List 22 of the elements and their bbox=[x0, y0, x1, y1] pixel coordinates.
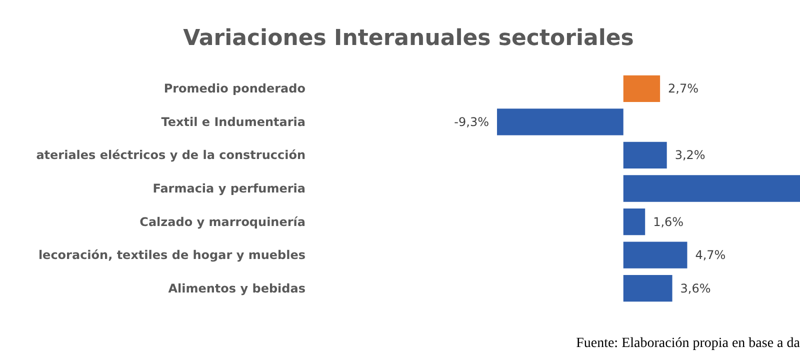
bar bbox=[623, 275, 672, 302]
data-label: 3,2% bbox=[674, 148, 706, 162]
source-note: Fuente: Elaboración propia en base a da bbox=[576, 336, 800, 351]
y-tick-label: Textil e Indumentaria bbox=[161, 114, 306, 129]
data-label: 3,6% bbox=[680, 281, 711, 296]
chart-title: Variaciones Interanuales sectoriales bbox=[183, 26, 634, 51]
bar bbox=[623, 75, 660, 102]
y-tick-label: Alimentos y bebidas bbox=[168, 281, 306, 296]
data-label: 2,7% bbox=[668, 82, 699, 96]
bar bbox=[623, 142, 667, 169]
bar bbox=[623, 175, 800, 202]
y-tick-label: Farmacia y perfumeria bbox=[152, 182, 306, 196]
data-label: -9,3% bbox=[454, 114, 489, 129]
y-tick-label: lecoración, textiles de hogar y muebles bbox=[38, 248, 306, 262]
y-tick-label: Promedio ponderado bbox=[164, 82, 306, 96]
data-label: 1,6% bbox=[653, 214, 684, 229]
data-label: 4,7% bbox=[695, 248, 726, 262]
y-tick-label: Calzado y marroquinería bbox=[140, 214, 306, 229]
bar bbox=[623, 242, 688, 268]
bar bbox=[497, 108, 624, 136]
y-tick-label: ateriales eléctricos y de la construcción bbox=[36, 148, 306, 162]
bar bbox=[623, 208, 646, 236]
